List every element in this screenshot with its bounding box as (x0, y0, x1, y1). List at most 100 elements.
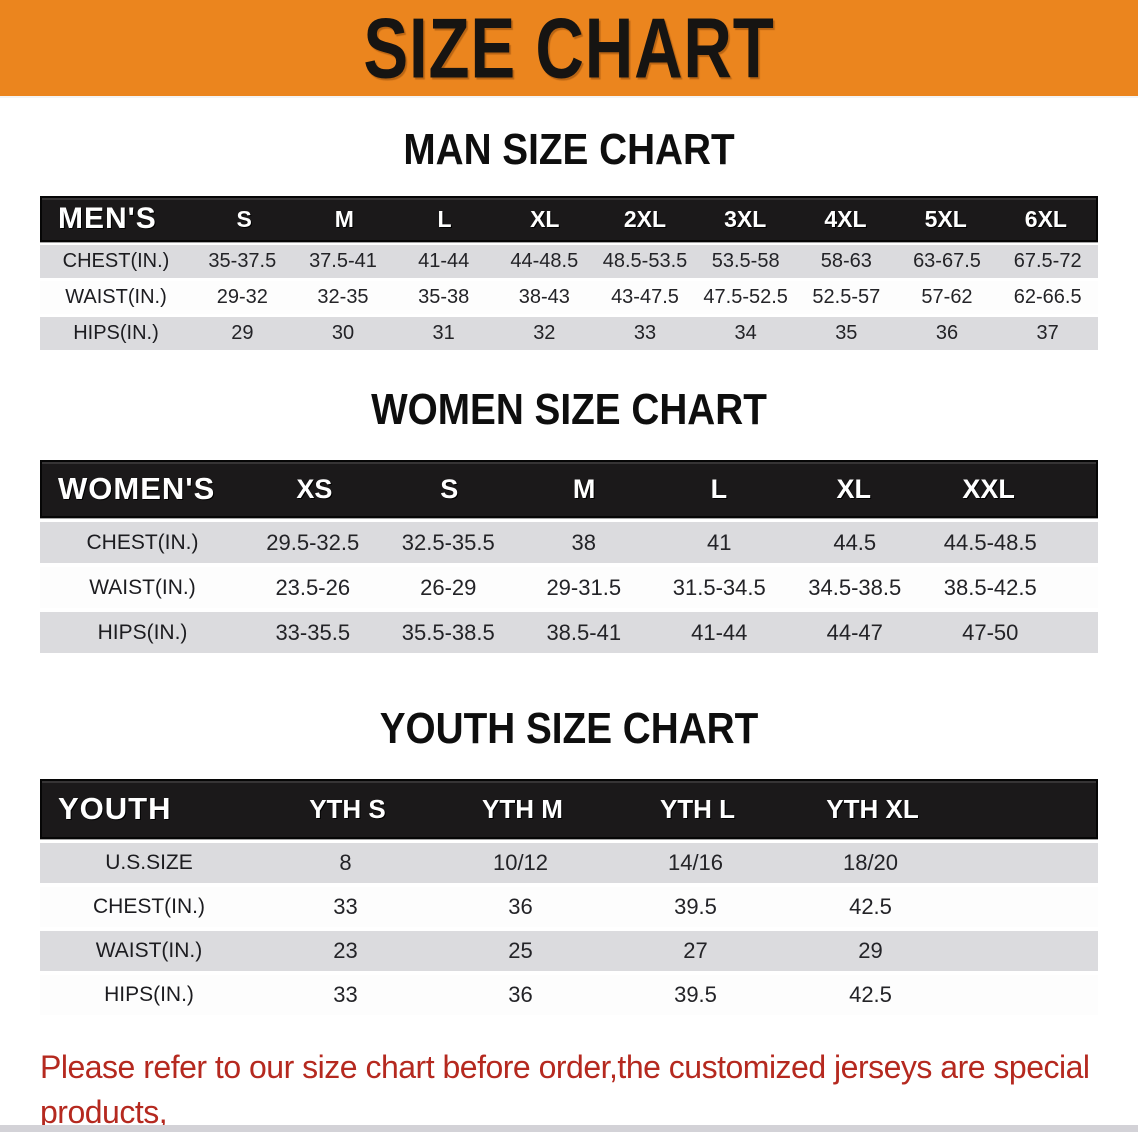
men-row-label: CHEST(IN.) (62, 250, 170, 272)
men-table-row: CHEST(IN.) 35-37.5 37.5-41 41-44 44-48.5 48.5… (40, 245, 1098, 278)
women-cell: 31.5-34.5 (672, 574, 766, 600)
youth-table-row: HIPS(IN.) 33 36 39.5 42.5 (40, 975, 1098, 1015)
youth-row-label: CHEST(IN.) (93, 895, 205, 918)
men-size-table: MEN'S S M L XL 2XL 3XL 4XL 5XL 6XL CHEST(IN.) 35-37… (40, 196, 1098, 350)
youth-row-label: U.S.SIZE (105, 851, 193, 874)
men-cell: 37.5-41 (309, 250, 377, 272)
women-col-header: XXL (962, 473, 1015, 504)
women-col-header: XL (836, 473, 871, 504)
men-cell: 35 (835, 322, 858, 344)
youth-row-label: HIPS(IN.) (104, 983, 194, 1006)
men-col-header: 2XL (623, 205, 667, 232)
women-table-header: WOMEN'S XS S M L XL XXL (40, 460, 1098, 518)
women-col-header: M (572, 473, 596, 504)
men-cell: 57-62 (921, 286, 973, 308)
youth-cell: 25 (508, 938, 533, 963)
women-table-row: CHEST(IN.) 29.5-32.5 32.5-35.5 38 41 44.5 44.5… (40, 522, 1098, 563)
youth-table-row: U.S.SIZE 8 10/12 14/16 18/20 (40, 843, 1098, 883)
men-cell: 29-32 (216, 286, 268, 308)
youth-cell: 39.5 (674, 982, 717, 1007)
men-col-header: XL (530, 205, 560, 232)
men-cell: 52.5-57 (812, 286, 881, 308)
youth-table-row: WAIST(IN.) 23 25 27 29 (40, 931, 1098, 971)
youth-cell: 33 (333, 982, 358, 1007)
women-cell: 38.5-41 (546, 619, 622, 645)
section-women: WOMEN SIZE CHART WOMEN'S XS S M L XL XXL CHEST(I… (0, 388, 1138, 653)
men-col-header: 5XL (924, 205, 967, 232)
men-cell: 67.5-72 (1013, 250, 1082, 272)
men-cell: 41-44 (418, 250, 470, 272)
women-row-label: WAIST(IN.) (89, 575, 196, 599)
men-cell: 36 (935, 322, 959, 344)
women-row-label: CHEST(IN.) (86, 530, 199, 554)
youth-table-row: CHEST(IN.) 33 36 39.5 42.5 (40, 887, 1098, 927)
size-chart-banner: SIZE CHART (0, 0, 1138, 98)
men-header-label: MEN'S (58, 202, 157, 235)
youth-cell: 36 (508, 894, 533, 919)
youth-col-header: YTH L (659, 793, 736, 824)
women-cell: 34.5-38.5 (808, 574, 902, 600)
youth-col-header: YTH S (309, 793, 386, 824)
youth-cell: 8 (339, 850, 352, 875)
youth-cell: 10/12 (492, 850, 549, 875)
men-table-row: WAIST(IN.) 29-32 32-35 35-38 38-43 43-47.5 47.… (40, 281, 1098, 314)
youth-table-header: YOUTH YTH S YTH M YTH L YTH XL (40, 779, 1098, 839)
youth-col-header: YTH XL (826, 793, 919, 824)
women-cell: 44-47 (826, 619, 883, 645)
youth-heading: YOUTH SIZE CHART (379, 704, 759, 753)
men-col-header: M (334, 205, 354, 232)
women-table-row: HIPS(IN.) 33-35.5 35.5-38.5 38.5-41 41-44 44-… (40, 612, 1098, 653)
youth-size-table: YOUTH YTH S YTH M YTH L YTH XL U.S.SIZE 8 10/12… (40, 779, 1098, 1015)
women-col-header: L (710, 473, 728, 504)
men-cell: 31 (432, 322, 455, 344)
youth-col-header: YTH M (482, 793, 563, 824)
youth-cell: 42.5 (849, 894, 892, 919)
women-cell: 38.5-42.5 (943, 574, 1037, 600)
men-cell: 48.5-53.5 (602, 250, 688, 272)
women-row-label: HIPS(IN.) (97, 620, 188, 644)
men-table-row: HIPS(IN.) 29 30 31 32 33 34 35 36 37 (40, 317, 1098, 350)
men-cell: 34 (734, 322, 757, 344)
men-cell: 32 (533, 322, 556, 344)
youth-cell: 42.5 (849, 982, 892, 1007)
youth-cell: 14/16 (667, 850, 724, 875)
men-cell: 47.5-52.5 (703, 286, 788, 308)
section-men: MAN SIZE CHART MEN'S S M L XL 2XL 3XL 4XL 5XL 6XL C… (0, 128, 1138, 350)
men-cell: 32-35 (317, 286, 369, 308)
women-heading: WOMEN SIZE CHART (371, 385, 767, 434)
footer-notice: Please refer to our size chart before or… (0, 1045, 1138, 1132)
men-cell: 33 (633, 322, 657, 344)
men-cell: 30 (331, 322, 355, 344)
women-header-label: WOMEN'S (58, 471, 216, 506)
women-cell: 23.5-26 (275, 574, 351, 600)
women-col-header: XS (296, 473, 333, 504)
men-cell: 53.5-58 (711, 250, 780, 272)
men-row-label: HIPS(IN.) (73, 322, 159, 344)
women-cell: 32.5-35.5 (401, 529, 495, 555)
women-cell: 41-44 (691, 619, 748, 645)
men-col-header: L (437, 205, 452, 232)
women-cell: 33-35.5 (275, 619, 351, 645)
women-cell: 41 (707, 529, 732, 555)
women-cell: 29.5-32.5 (266, 529, 360, 555)
women-cell: 26-29 (420, 574, 477, 600)
women-size-table: WOMEN'S XS S M L XL XXL CHEST(IN.) 29.5-32.5 32.5… (40, 460, 1098, 653)
women-cell: 29-31.5 (546, 574, 622, 600)
men-cell: 63-67.5 (913, 250, 981, 272)
men-cell: 43-47.5 (611, 286, 679, 308)
youth-cell: 33 (333, 894, 358, 919)
men-heading: MAN SIZE CHART (403, 125, 735, 174)
youth-cell: 27 (683, 938, 708, 963)
men-cell: 58-63 (820, 250, 872, 272)
women-table-row: WAIST(IN.) 23.5-26 26-29 29-31.5 31.5-34.5 34… (40, 567, 1098, 608)
men-cell: 38-43 (518, 286, 570, 308)
men-table-header: MEN'S S M L XL 2XL 3XL 4XL 5XL 6XL (40, 196, 1098, 242)
men-col-header: S (236, 205, 252, 232)
men-col-header: 6XL (1024, 205, 1067, 232)
youth-cell: 39.5 (674, 894, 717, 919)
men-cell: 62-66.5 (1013, 286, 1082, 308)
women-cell: 38 (571, 529, 596, 555)
men-col-header: 4XL (824, 205, 867, 232)
notice-line-1: Please refer to our size chart before or… (40, 1049, 1090, 1130)
men-cell: 37 (1036, 322, 1059, 344)
